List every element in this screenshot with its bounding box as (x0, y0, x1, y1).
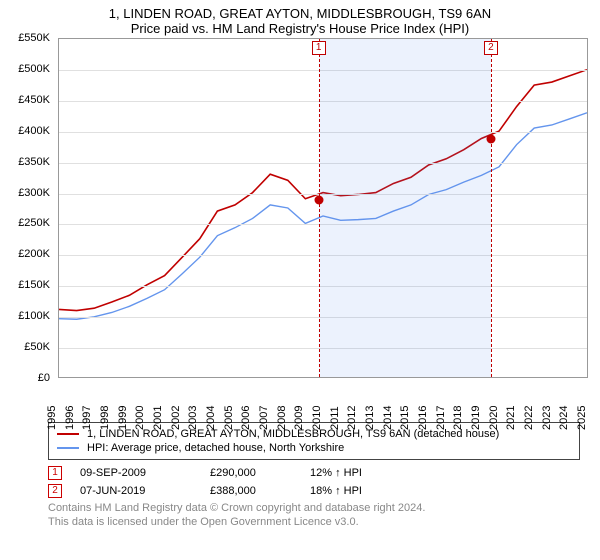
sale-marker: 2 (484, 41, 498, 55)
y-tick-label: £250K (18, 217, 50, 229)
y-tick-label: £550K (18, 32, 50, 44)
x-tick-label: 2023 (541, 406, 553, 430)
x-tick-label: 1995 (46, 406, 58, 430)
x-tick-label: 1997 (81, 406, 93, 430)
y-tick-label: £400K (18, 125, 50, 137)
sale-price: £290,000 (210, 467, 310, 479)
plot-area: 12 (58, 38, 588, 378)
attribution-line-2: This data is licensed under the Open Gov… (48, 516, 580, 530)
x-tick-label: 2012 (346, 406, 358, 430)
sales-row: 2 07-JUN-2019£388,00018% ↑ HPI (48, 482, 580, 500)
x-tick-label: 2015 (399, 406, 411, 430)
x-tick-label: 2017 (435, 406, 447, 430)
y-axis: £0£50K£100K£150K£200K£250K£300K£350K£400… (10, 38, 54, 378)
shaded-band (319, 39, 491, 377)
attribution: Contains HM Land Registry data © Crown c… (48, 502, 580, 530)
y-tick-label: £100K (18, 310, 50, 322)
y-tick-label: £50K (24, 341, 50, 353)
y-tick-label: £300K (18, 187, 50, 199)
sale-marker-box: 2 (48, 484, 62, 498)
sale-date: 09-SEP-2009 (80, 467, 210, 479)
x-tick-label: 2018 (452, 406, 464, 430)
sales-row: 1 09-SEP-2009£290,00012% ↑ HPI (48, 464, 580, 482)
sale-price: £388,000 (210, 485, 310, 497)
sale-hpi-delta: 18% ↑ HPI (310, 485, 390, 497)
x-tick-label: 2010 (311, 406, 323, 430)
x-tick-label: 2014 (382, 406, 394, 430)
x-axis: 1995199619971998199920002001200220032004… (58, 380, 588, 418)
x-tick-label: 2021 (505, 406, 517, 430)
title-line-1: 1, LINDEN ROAD, GREAT AYTON, MIDDLESBROU… (0, 6, 600, 21)
y-tick-label: £0 (38, 372, 50, 384)
x-tick-label: 2000 (134, 406, 146, 430)
x-tick-label: 2003 (187, 406, 199, 430)
x-tick-label: 2019 (470, 406, 482, 430)
x-tick-label: 2002 (170, 406, 182, 430)
sale-point (314, 195, 323, 204)
legend-swatch (57, 447, 79, 449)
x-tick-label: 2006 (240, 406, 252, 430)
x-tick-label: 2025 (576, 406, 588, 430)
x-tick-label: 2005 (223, 406, 235, 430)
x-tick-label: 2020 (488, 406, 500, 430)
x-tick-label: 2016 (417, 406, 429, 430)
y-tick-label: £350K (18, 156, 50, 168)
legend-row: HPI: Average price, detached house, Nort… (57, 441, 571, 455)
y-tick-label: £450K (18, 94, 50, 106)
sale-vline (491, 39, 492, 377)
x-tick-label: 2022 (523, 406, 535, 430)
sale-hpi-delta: 12% ↑ HPI (310, 467, 390, 479)
attribution-line-1: Contains HM Land Registry data © Crown c… (48, 502, 580, 516)
x-tick-label: 2024 (558, 406, 570, 430)
y-tick-label: £200K (18, 248, 50, 260)
x-tick-label: 1998 (99, 406, 111, 430)
sale-vline (319, 39, 320, 377)
sale-marker: 1 (312, 41, 326, 55)
x-tick-label: 1999 (117, 406, 129, 430)
sale-date: 07-JUN-2019 (80, 485, 210, 497)
x-tick-label: 2008 (276, 406, 288, 430)
x-tick-label: 2013 (364, 406, 376, 430)
sale-point (486, 135, 495, 144)
y-tick-label: £500K (18, 63, 50, 75)
legend-label: HPI: Average price, detached house, Nort… (87, 442, 344, 454)
title-line-2: Price paid vs. HM Land Registry's House … (0, 21, 600, 36)
chart: £0 £50K £100K £150K £200K £250K £300K £350K £400… (10, 38, 590, 418)
x-tick-label: 2011 (329, 406, 341, 430)
x-tick-label: 2009 (293, 406, 305, 430)
sales-table: 1 09-SEP-2009£290,00012% ↑ HPI 2 07-JUN-201… (48, 464, 580, 500)
sale-marker-box: 1 (48, 466, 62, 480)
chart-title: 1, LINDEN ROAD, GREAT AYTON, MIDDLESBROU… (0, 0, 600, 38)
x-tick-label: 2001 (152, 406, 164, 430)
x-tick-label: 1996 (64, 406, 76, 430)
x-tick-label: 2007 (258, 406, 270, 430)
x-tick-label: 2004 (205, 406, 217, 430)
legend-swatch (57, 433, 79, 435)
y-tick-label: £150K (18, 279, 50, 291)
